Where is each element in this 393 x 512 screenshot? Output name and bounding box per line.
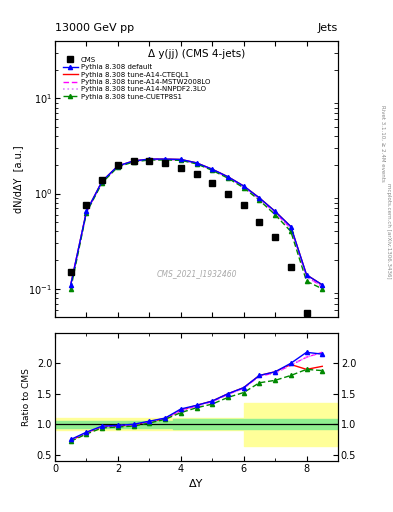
Text: CMS_2021_I1932460: CMS_2021_I1932460	[156, 269, 237, 278]
Text: 13000 GeV pp: 13000 GeV pp	[55, 23, 134, 33]
Text: Jets: Jets	[318, 23, 338, 33]
Text: mcplots.cern.ch [arXiv:1306.3436]: mcplots.cern.ch [arXiv:1306.3436]	[386, 183, 391, 278]
Text: Rivet 3.1.10, ≥ 2.4M events: Rivet 3.1.10, ≥ 2.4M events	[381, 105, 386, 182]
X-axis label: ΔY: ΔY	[189, 479, 204, 489]
Text: Δ y(jj) (CMS 4-jets): Δ y(jj) (CMS 4-jets)	[148, 49, 245, 59]
Y-axis label: dN/dΔY  [a.u.]: dN/dΔY [a.u.]	[13, 145, 23, 213]
Legend: CMS, Pythia 8.308 default, Pythia 8.308 tune-A14-CTEQL1, Pythia 8.308 tune-A14-M: CMS, Pythia 8.308 default, Pythia 8.308 …	[61, 55, 211, 101]
Y-axis label: Ratio to CMS: Ratio to CMS	[22, 368, 31, 426]
